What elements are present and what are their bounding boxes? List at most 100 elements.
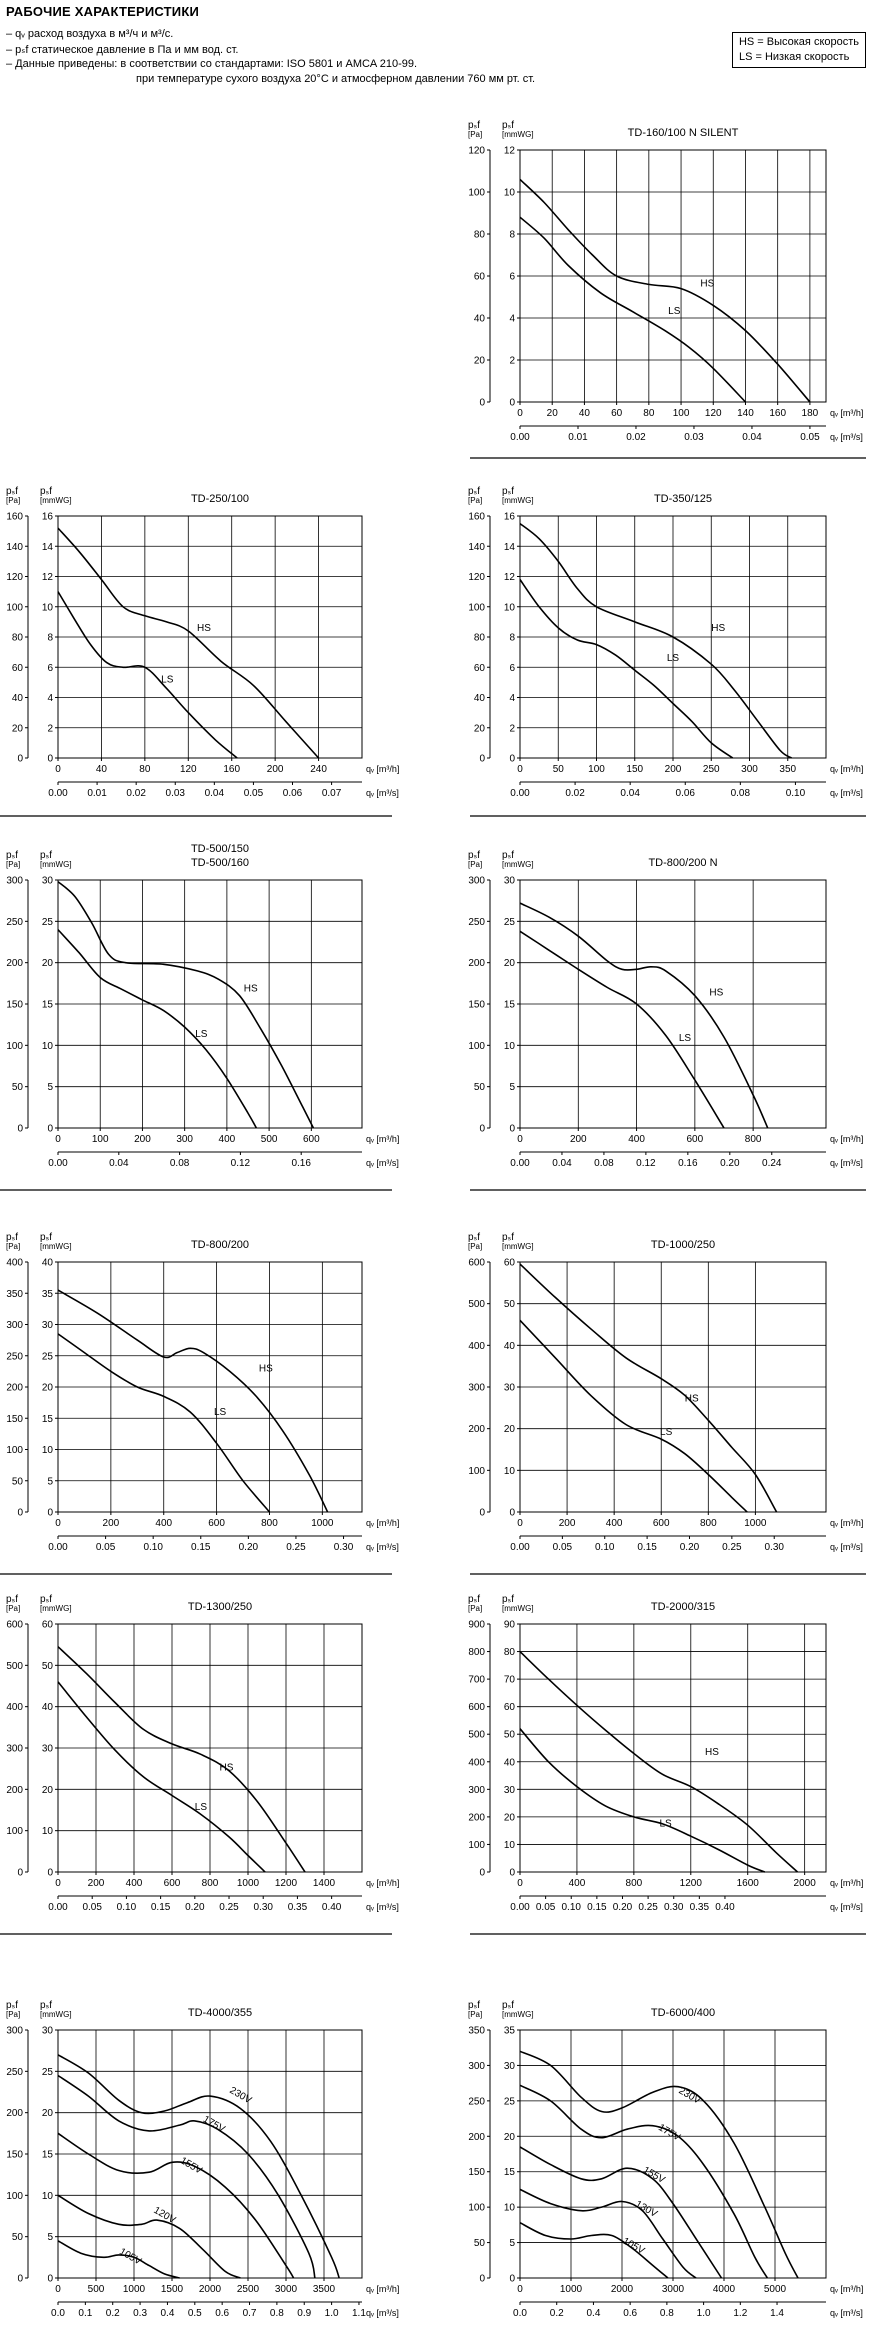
y-tick-label-mmwg: 0 [509,1868,515,1879]
x-tick-label-qh: 0 [55,1518,61,1529]
y-tick-label-mmwg: 10 [42,1445,54,1456]
y-tick-label-mmwg: 30 [504,1785,516,1796]
y-tick-label-pa: 500 [468,1299,485,1310]
y-tick-label-pa: 200 [468,1424,485,1435]
y-axis-unit-pa: [Pa] [6,860,20,869]
x-tick-label-qs: 0.30 [764,1542,784,1553]
y-tick-label-pa: 100 [468,602,485,613]
chart-subtitle: TD-500/160 [191,857,249,869]
y-axis-label-mmwg: pₛf [502,120,514,131]
x-tick-label-qh: 600 [303,1134,320,1145]
x-tick-label-qs: 0.05 [800,432,820,443]
x-tick-label-qh: 200 [570,1134,587,1145]
x-tick-label-qs: 0.2 [550,2308,564,2319]
y-tick-label-pa: 120 [6,572,23,583]
y-tick-label-mmwg: 20 [504,1812,516,1823]
y-tick-label-mmwg: 2 [47,723,53,734]
x-tick-label-qs: 0.03 [166,788,186,799]
y-tick-label-mmwg: 10 [504,188,516,199]
y-tick-label-pa: 300 [6,2026,23,2037]
x-tick-label-qh: 400 [219,1134,236,1145]
y-tick-label-pa: 300 [6,1744,23,1755]
y-tick-label-mmwg: 40 [504,1341,516,1352]
x-tick-label-qh: 200 [88,1878,105,1889]
x-tick-label-qs: 0.00 [48,1158,68,1169]
y-axis-unit-pa: [Pa] [468,496,482,505]
series-label-hs: HS [197,623,211,634]
y-tick-label-pa: 150 [6,1414,23,1425]
x-tick-label-qs: 0.35 [288,1902,308,1913]
y-tick-label-mmwg: 30 [42,1744,54,1755]
y-tick-label-pa: 300 [6,1320,23,1331]
y-tick-label-pa: 250 [6,917,23,928]
y-tick-label-pa: 50 [12,2232,24,2243]
y-tick-label-pa: 0 [479,754,485,765]
y-tick-label-mmwg: 14 [504,542,516,553]
y-tick-label-pa: 600 [468,1702,485,1713]
x-tick-label-qs: 0.30 [664,1902,684,1913]
y-tick-label-mmwg: 15 [42,1414,54,1425]
x-tick-label-qh: 400 [155,1518,172,1529]
y-tick-label-pa: 20 [474,723,486,734]
y-tick-label-pa: 300 [6,876,23,887]
x-tick-label-qs: 0.20 [680,1542,700,1553]
x-tick-label-qs: 0.12 [636,1158,656,1169]
y-tick-label-mmwg: 0 [509,2274,515,2285]
y-tick-label-mmwg: 15 [42,2150,54,2161]
y-tick-label-pa: 20 [12,723,24,734]
y-tick-label-pa: 40 [474,693,486,704]
y-tick-label-mmwg: 20 [504,2132,516,2143]
y-tick-label-pa: 80 [12,633,24,644]
series-line-ls [57,1333,271,1513]
x-tick-label-qs: 0.06 [676,788,696,799]
chart-td-160-100-n-silent: TD-160/100 N SILENTpₛf[Pa]pₛf[mmWG]02040… [468,120,866,459]
y-axis-label-pa: pₛf [6,850,18,861]
y-tick-label-pa: 140 [468,542,485,553]
y-tick-label-mmwg: 10 [504,1466,516,1477]
y-tick-label-pa: 140 [6,542,23,553]
series-line-ls [57,1681,266,1873]
x-tick-label-qh: 800 [745,1134,762,1145]
y-axis-unit-mmwg: [mmWG] [502,1242,534,1251]
chart-td-500-150: TD-500/150TD-500/160pₛf[Pa]pₛf[mmWG]0501… [0,843,399,1191]
series-line-155v [519,2146,723,2279]
x-tick-label-qh: 0 [517,2284,523,2295]
series-label-hs: HS [709,988,723,999]
y-tick-label-mmwg: 10 [42,1041,54,1052]
series-line-120v [57,2194,241,2279]
x-tick-label-qs: 0.8 [660,2308,674,2319]
x-tick-label-qs: 0.25 [638,1902,658,1913]
chart-td-1300-250: TD-1300/250pₛf[Pa]pₛf[mmWG]0100200300400… [0,1594,399,1935]
y-tick-label-mmwg: 8 [509,633,515,644]
y-tick-label-mmwg: 20 [42,958,54,969]
y-axis-label-mmwg: pₛf [40,1594,52,1605]
x-tick-label-qs: 0.25 [722,1542,742,1553]
x-tick-label-qh: 3000 [662,2284,685,2295]
x-tick-label-qh: 180 [802,408,819,419]
y-tick-label-mmwg: 5 [509,2238,515,2249]
plot-frame [519,1623,827,1873]
y-axis-label-pa: pₛf [6,2000,18,2011]
chart-td-350-125: TD-350/125pₛf[Pa]pₛf[mmWG]02040608010012… [468,486,866,817]
x-tick-label-qh: 120 [180,764,197,775]
x-tick-label-qs: 1.1 [352,2308,366,2319]
x-tick-label-qs: 0.02 [626,432,646,443]
y-tick-label-pa: 300 [468,2061,485,2072]
y-tick-label-mmwg: 14 [42,542,54,553]
x-tick-label-qs: 0.00 [510,788,530,799]
series-line-hs [519,178,811,403]
x-tick-label-qs: 0.02 [565,788,585,799]
chart-td-800-200: TD-800/200pₛf[Pa]pₛf[mmWG]05010015020025… [0,1232,399,1575]
x-tick-label-qs: 0.00 [510,432,530,443]
y-axis-unit-pa: [Pa] [468,130,482,139]
x-tick-label-qh: 200 [134,1134,151,1145]
x-tick-label-qh: 600 [164,1878,181,1889]
y-axis-label-mmwg: pₛf [40,850,52,861]
y-tick-label-mmwg: 25 [42,2067,54,2078]
series-label-hs: HS [685,1394,699,1405]
x-tick-label-qh: 0 [517,764,523,775]
y-tick-label-mmwg: 2 [509,723,515,734]
y-axis-unit-pa: [Pa] [468,860,482,869]
y-tick-label-mmwg: 0 [47,1868,53,1879]
y-tick-label-mmwg: 15 [42,1000,54,1011]
